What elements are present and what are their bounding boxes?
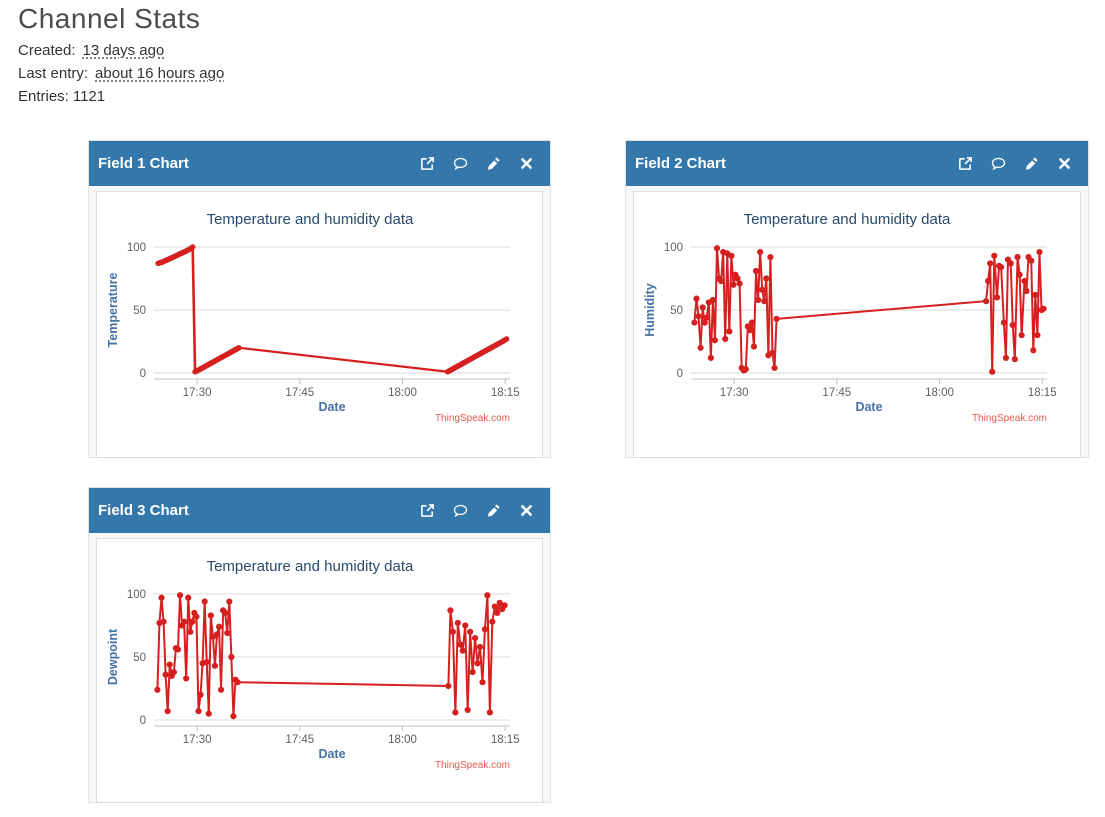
svg-text:17:30: 17:30 — [183, 387, 212, 399]
last-entry-value[interactable]: about 16 hours ago — [95, 65, 225, 82]
field2-panel-actions — [958, 156, 1072, 171]
svg-text:17:30: 17:30 — [183, 734, 212, 746]
svg-text:100: 100 — [127, 242, 146, 254]
svg-text:17:30: 17:30 — [720, 387, 749, 399]
last-entry-label: Last entry: — [18, 65, 89, 82]
svg-text:Date: Date — [318, 747, 345, 761]
svg-text:ThingSpeak.com: ThingSpeak.com — [435, 760, 510, 771]
field3-chart-frame: 0 50 100 17:30 17:45 18:00 18:15 Temperature an… — [96, 538, 543, 803]
svg-text:100: 100 — [664, 242, 683, 254]
field2-chart[interactable]: 0 50 100 17:30 17:45 18:00 18:15 Temperature an… — [634, 192, 1082, 452]
svg-text:17:45: 17:45 — [285, 734, 314, 746]
comment-icon[interactable] — [991, 156, 1006, 171]
created-label: Created: — [18, 42, 76, 59]
field1-panel-header: Field 1 Chart — [89, 141, 550, 186]
svg-text:Date: Date — [318, 400, 345, 414]
svg-text:ThingSpeak.com: ThingSpeak.com — [435, 413, 510, 424]
entries-row: Entries: 1121 — [18, 88, 224, 106]
field1-panel-title: Field 1 Chart — [98, 155, 189, 172]
external-link-icon[interactable] — [420, 156, 435, 171]
svg-text:50: 50 — [133, 652, 146, 664]
svg-text:ThingSpeak.com: ThingSpeak.com — [972, 413, 1047, 424]
comment-icon[interactable] — [453, 156, 468, 171]
field3-panel-title: Field 3 Chart — [98, 502, 189, 519]
svg-text:0: 0 — [140, 715, 146, 727]
field3-chart-panel: Field 3 Chart 0 50 100 17:30 17:45 18:00 18:15… — [88, 487, 551, 803]
comment-icon[interactable] — [453, 503, 468, 518]
created-row: Created: 13 days ago — [18, 42, 224, 60]
external-link-icon[interactable] — [958, 156, 973, 171]
field3-chart[interactable]: 0 50 100 17:30 17:45 18:00 18:15 Temperature an… — [97, 539, 544, 797]
entries-value: 1121 — [72, 88, 106, 105]
close-icon[interactable] — [1057, 156, 1072, 171]
svg-text:Temperature and humidity data: Temperature and humidity data — [744, 211, 951, 228]
svg-text:50: 50 — [670, 305, 683, 317]
edit-icon[interactable] — [486, 156, 501, 171]
external-link-icon[interactable] — [420, 503, 435, 518]
field1-chart-frame: 0 50 100 17:30 17:45 18:00 18:15 Temperature an… — [96, 191, 543, 458]
created-value[interactable]: 13 days ago — [82, 42, 165, 59]
svg-text:100: 100 — [127, 589, 146, 601]
svg-text:Humidity: Humidity — [643, 283, 657, 337]
svg-text:18:00: 18:00 — [925, 387, 954, 399]
edit-icon[interactable] — [486, 503, 501, 518]
close-icon[interactable] — [519, 156, 534, 171]
field2-panel-header: Field 2 Chart — [626, 141, 1088, 186]
field1-panel-actions — [420, 156, 534, 171]
svg-text:18:00: 18:00 — [388, 734, 417, 746]
svg-text:0: 0 — [677, 368, 683, 380]
field2-panel-title: Field 2 Chart — [635, 155, 726, 172]
edit-icon[interactable] — [1024, 156, 1039, 171]
svg-text:18:00: 18:00 — [388, 387, 417, 399]
svg-text:18:15: 18:15 — [491, 734, 520, 746]
svg-text:Temperature and humidity data: Temperature and humidity data — [207, 211, 414, 228]
svg-text:50: 50 — [133, 305, 146, 317]
close-icon[interactable] — [519, 503, 534, 518]
svg-text:18:15: 18:15 — [1028, 387, 1057, 399]
field1-panel-body: 0 50 100 17:30 17:45 18:00 18:15 Temperature an… — [89, 186, 550, 464]
entries-label: Entries: — [18, 88, 69, 105]
svg-text:Temperature: Temperature — [106, 273, 120, 348]
field3-panel-header: Field 3 Chart — [89, 488, 550, 533]
svg-text:17:45: 17:45 — [822, 387, 851, 399]
svg-text:Temperature and humidity data: Temperature and humidity data — [207, 558, 414, 575]
channel-meta: Created: 13 days ago Last entry: about 16 … — [18, 42, 224, 111]
page-title: Channel Stats — [18, 3, 201, 34]
field1-chart[interactable]: 0 50 100 17:30 17:45 18:00 18:15 Temperature an… — [97, 192, 544, 452]
svg-text:0: 0 — [140, 368, 146, 380]
svg-text:17:45: 17:45 — [285, 387, 314, 399]
field3-panel-actions — [420, 503, 534, 518]
field2-panel-body: 0 50 100 17:30 17:45 18:00 18:15 Temperature an… — [626, 186, 1088, 464]
svg-text:Date: Date — [855, 400, 882, 414]
field2-chart-panel: Field 2 Chart 0 50 100 17:30 17:45 18:00 18:15… — [625, 140, 1089, 458]
field2-chart-frame: 0 50 100 17:30 17:45 18:00 18:15 Temperature an… — [633, 191, 1081, 458]
svg-text:18:15: 18:15 — [491, 387, 520, 399]
svg-text:Dewpoint: Dewpoint — [106, 628, 120, 685]
last-entry-row: Last entry: about 16 hours ago — [18, 65, 224, 83]
field1-chart-panel: Field 1 Chart 0 50 100 17:30 17:45 18:00 18:15… — [88, 140, 551, 458]
field3-panel-body: 0 50 100 17:30 17:45 18:00 18:15 Temperature an… — [89, 533, 550, 809]
